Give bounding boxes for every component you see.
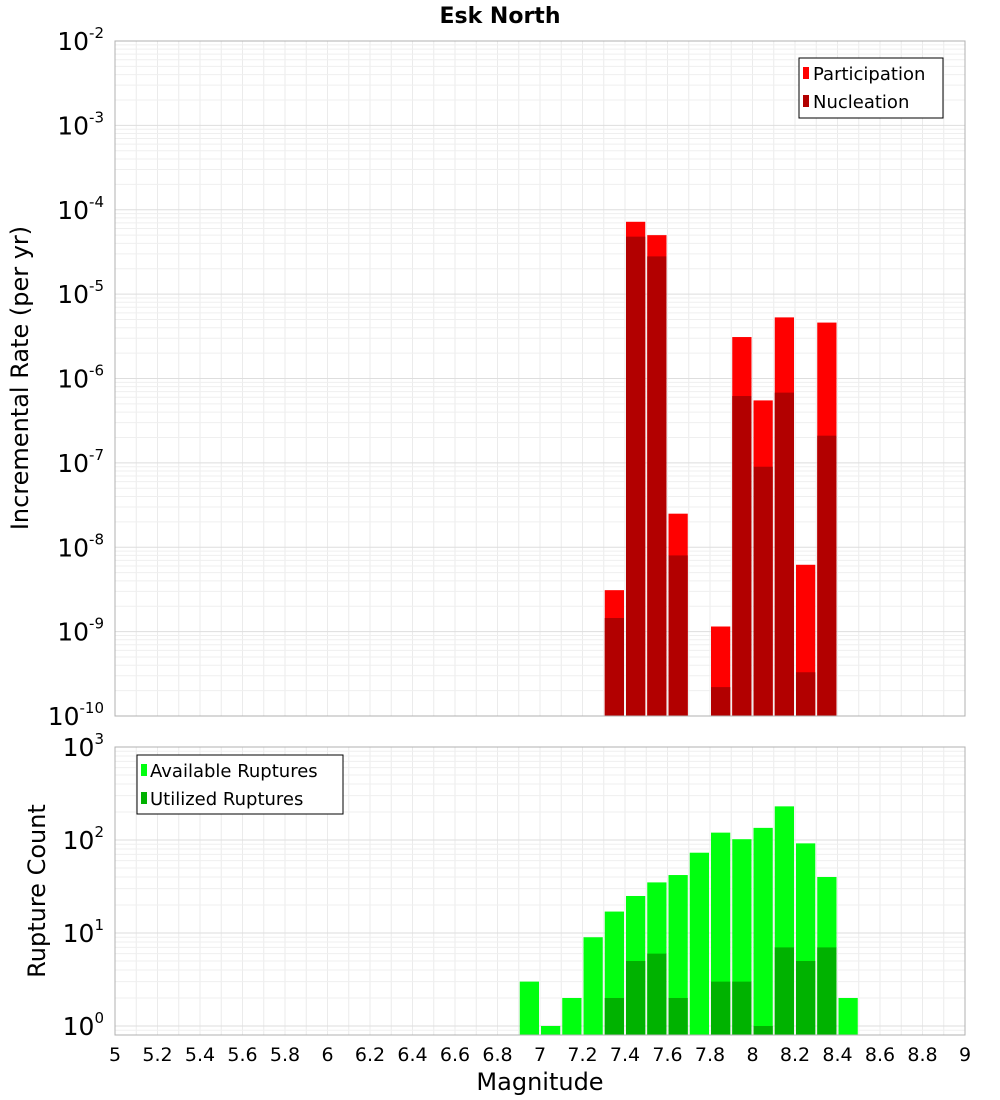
x-tick-label: 5.6 [227,1044,257,1066]
count-bar-series2 [647,953,667,1035]
count-bar-series2 [732,981,752,1035]
count-bar-series1 [753,827,773,1035]
x-tick-label: 8 [746,1044,758,1066]
count-bar-series2 [774,947,794,1035]
rate-bar-series2 [711,687,731,716]
rate-plot-border [114,40,966,717]
rate-bar-series2 [732,396,752,716]
x-tick-label: 5.4 [185,1044,215,1066]
x-axis-label: Magnitude [476,1068,603,1096]
rate-bar-series2 [753,466,773,716]
count-bar-series2 [753,1025,773,1035]
rate-y-axis-label: Incremental Rate (per yr) [6,226,34,530]
count-bars [519,806,858,1035]
count-plot-border [114,746,966,1036]
x-tick-label: 6 [321,1044,333,1066]
count-bar-series1 [583,937,603,1035]
count-y-tick-label: 101 [63,916,104,948]
rate-y-tick-label: 10-9 [57,615,104,647]
x-tick-label: 5 [109,1044,121,1066]
participation-legend-label: Participation [813,64,925,85]
utilized-legend-label: Utilized Ruptures [150,789,303,810]
rate-y-tick-label: 10-8 [57,530,104,562]
rate-y-tick-label: 10-3 [57,108,104,140]
rate-bar-series2 [774,392,794,716]
count-bar-series1 [689,852,709,1035]
x-tick-label: 6.8 [482,1044,512,1066]
x-tick-label: 6.6 [440,1044,470,1066]
x-tick-label: 6.4 [397,1044,427,1066]
rate-panel: 10-10 10-9 10-8 10-7 10-6 10-5 10-4 10-3 10-2 In… [6,24,966,731]
x-tick-label: 9 [959,1044,971,1066]
available-legend-label: Available Ruptures [150,761,318,782]
count-bar-series2 [711,981,731,1035]
utilized-legend-swatch [141,792,147,804]
count-bar-series2 [668,997,688,1035]
count-bar-series2 [817,947,837,1035]
x-tick-label: 7.2 [567,1044,597,1066]
rate-y-tick-label: 10-5 [57,277,104,309]
rate-y-tick-label: 10-6 [57,362,104,394]
count-bar-series1 [668,875,688,1035]
count-y-axis-label: Rupture Count [23,804,51,978]
x-tick-label: 7.6 [652,1044,682,1066]
x-tick-label: 7 [534,1044,546,1066]
rate-legend-box [798,57,944,119]
rate-bar-series2 [626,236,646,716]
rate-bar-series2 [668,555,688,716]
rate-y-tick-label: 10-4 [57,193,104,225]
nucleation-legend-swatch [803,95,809,107]
count-panel: 100 101 102 103 Rupture Count Available Rup… [23,730,966,1041]
available-legend-swatch [141,764,147,776]
x-tick-label: 8.8 [907,1044,937,1066]
count-y-ticks: 100 101 102 103 [63,730,104,1041]
rate-bar-series2 [604,618,624,716]
count-bar-series2 [604,997,624,1035]
rate-bar-series2 [796,672,816,716]
count-bar-series1 [541,1025,561,1035]
count-y-tick-label: 103 [63,730,104,762]
x-tick-label: 7.8 [695,1044,725,1066]
rate-y-ticks: 10-10 10-9 10-8 10-7 10-6 10-5 10-4 10-3 10-2 [48,24,104,731]
count-y-tick-label: 102 [63,823,104,855]
count-legend: Available Ruptures Utilized Ruptures [136,754,344,815]
count-bar-series1 [838,997,858,1035]
participation-legend-swatch [803,67,809,79]
rate-bar-series2 [817,435,837,716]
rate-bar-series2 [647,256,667,716]
count-bar-series1 [562,997,582,1035]
x-tick-label: 7.4 [610,1044,640,1066]
rate-legend: Participation Nucleation [798,57,944,119]
rate-y-tick-label: 10-10 [48,699,104,731]
x-ticks: 5 5.2 5.4 5.6 5.8 6 6.2 6.4 6.6 6.8 7 7.2 7.4 7.6 7.8 8… [109,1044,971,1066]
nucleation-legend-label: Nucleation [813,92,909,113]
x-tick-label: 8.6 [865,1044,895,1066]
x-tick-label: 5.2 [142,1044,172,1066]
x-tick-label: 8.2 [780,1044,810,1066]
rate-grid [114,40,966,717]
count-legend-box [136,754,344,815]
count-bar-series2 [626,960,646,1035]
x-tick-label: 8.4 [822,1044,852,1066]
x-tick-label: 6.2 [355,1044,385,1066]
x-tick-label: 5.8 [270,1044,300,1066]
rate-y-tick-label: 10-2 [57,24,104,56]
count-bar-series1 [519,981,539,1035]
chart-title: Esk North [440,4,561,29]
rate-bars [604,221,837,716]
count-y-tick-label: 100 [63,1009,104,1041]
count-bar-series2 [796,960,816,1035]
rate-y-tick-label: 10-7 [57,446,104,478]
